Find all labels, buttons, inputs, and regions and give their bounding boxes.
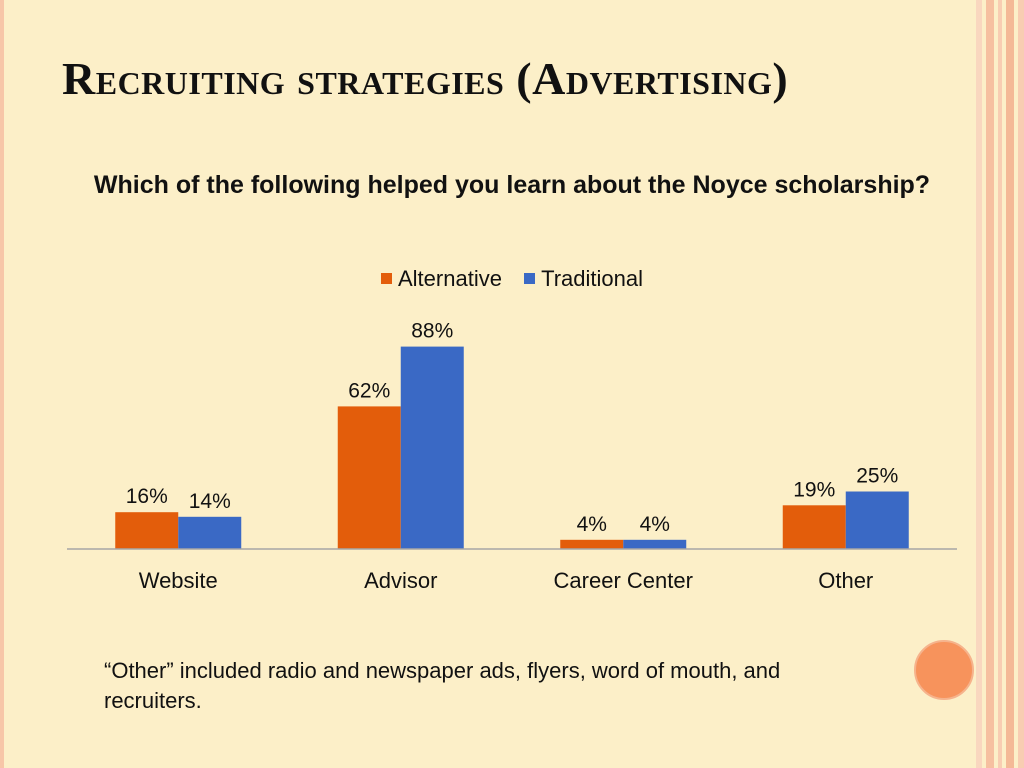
x-tick-label-career-center: Career Center bbox=[554, 568, 693, 593]
x-tick-label-website: Website bbox=[139, 568, 218, 593]
data-label-alternative-career-center: 4% bbox=[577, 513, 607, 536]
legend-swatch-traditional bbox=[524, 273, 536, 284]
decorative-circle bbox=[914, 640, 974, 700]
data-label-traditional-other: 25% bbox=[856, 465, 898, 488]
bar-traditional-other bbox=[845, 491, 909, 549]
footnote: “Other” included radio and newspaper ads… bbox=[104, 658, 781, 713]
chart-legend: Alternative Traditional bbox=[0, 264, 1024, 292]
decorative-stripes bbox=[976, 0, 1024, 768]
data-label-alternative-advisor: 62% bbox=[348, 379, 390, 402]
data-label-traditional-advisor: 88% bbox=[411, 320, 453, 343]
legend-item-traditional: Traditional bbox=[524, 266, 643, 292]
chart-title: Which of the following helped you learn … bbox=[93, 171, 931, 199]
x-tick-label-advisor: Advisor bbox=[364, 568, 437, 593]
bar-alternative-advisor bbox=[337, 406, 401, 549]
data-label-traditional-website: 14% bbox=[189, 490, 231, 513]
bar-traditional-advisor bbox=[400, 346, 464, 549]
bar-alternative-website bbox=[115, 512, 179, 549]
legend-item-alternative: Alternative bbox=[381, 266, 502, 292]
legend-swatch-alternative bbox=[381, 273, 392, 284]
x-tick-label-other: Other bbox=[818, 568, 873, 593]
data-label-alternative-website: 16% bbox=[126, 485, 168, 508]
bar-alternative-other bbox=[782, 505, 846, 549]
bar-alternative-career-center bbox=[560, 539, 624, 549]
bar-traditional-career-center bbox=[623, 539, 687, 549]
data-label-alternative-other: 19% bbox=[793, 478, 835, 501]
left-border bbox=[0, 0, 4, 768]
data-label-traditional-career-center: 4% bbox=[640, 513, 670, 536]
legend-label-traditional: Traditional bbox=[541, 265, 643, 291]
legend-label-alternative: Alternative bbox=[398, 265, 502, 291]
bar-traditional-website bbox=[178, 516, 242, 549]
slide-title: Recruiting strategies (Advertising) bbox=[62, 53, 789, 104]
